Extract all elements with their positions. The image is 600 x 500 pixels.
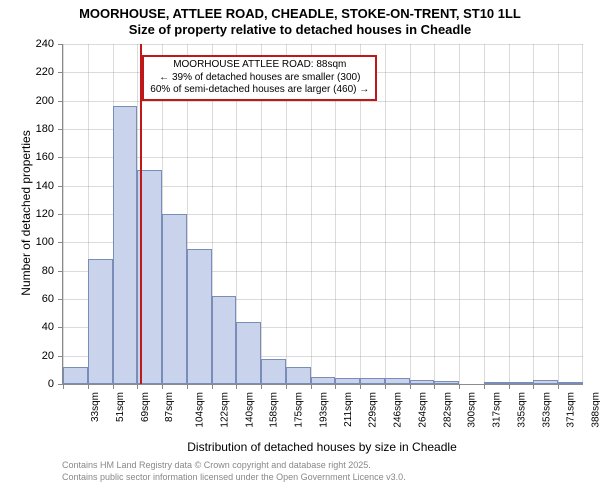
xtick-label: 229sqm [368,392,379,428]
xtick-label: 317sqm [492,392,503,428]
xtick-mark [558,384,559,389]
xtick-label: 335sqm [517,392,528,428]
xtick-mark [212,384,213,389]
title-block: MOORHOUSE, ATTLEE ROAD, CHEADLE, STOKE-O… [0,0,600,37]
gridline-v [509,44,510,384]
xtick-mark [533,384,534,389]
ytick-label: 40 [24,321,54,333]
ytick-label: 240 [24,38,54,50]
histogram-bar [113,106,138,384]
xtick-mark [261,384,262,389]
histogram-bar [187,249,212,384]
xtick-label: 371sqm [566,392,577,428]
histogram-bar [311,377,336,384]
histogram-bar [88,259,113,384]
xtick-label: 388sqm [591,392,600,428]
xtick-label: 104sqm [195,392,206,428]
xtick-mark [385,384,386,389]
xtick-label: 211sqm [342,392,353,427]
xtick-label: 33sqm [90,392,101,422]
annotation-box: MOORHOUSE ATTLEE ROAD: 88sqm← 39% of det… [142,55,377,101]
gridline-v [410,44,411,384]
ytick-label: 80 [24,265,54,277]
footer: Contains HM Land Registry data © Crown c… [62,460,406,483]
gridline-v [533,44,534,384]
xtick-label: 69sqm [140,392,151,422]
footer-line-1: Contains HM Land Registry data © Crown c… [62,460,406,472]
gridline-v [484,44,485,384]
xtick-mark [459,384,460,389]
title-line-1: MOORHOUSE, ATTLEE ROAD, CHEADLE, STOKE-O… [0,6,600,22]
xtick-mark [187,384,188,389]
xtick-mark [434,384,435,389]
histogram-bar [286,367,311,384]
xtick-label: 175sqm [294,392,305,428]
xtick-label: 140sqm [244,392,255,428]
annotation-line-3: 60% of semi-detached houses are larger (… [150,84,369,97]
histogram-bar [212,296,237,384]
xtick-mark [113,384,114,389]
xtick-mark [162,384,163,389]
xtick-label: 264sqm [417,392,428,428]
xtick-mark [335,384,336,389]
histogram-bar [335,378,360,384]
xtick-label: 353sqm [541,392,552,428]
histogram-bar [385,378,410,384]
xtick-mark [311,384,312,389]
xtick-mark [410,384,411,389]
gridline-v [558,44,559,384]
xtick-label: 246sqm [393,392,404,428]
histogram-bar [434,381,459,384]
xtick-mark [88,384,89,389]
chart-container: MOORHOUSE, ATTLEE ROAD, CHEADLE, STOKE-O… [0,0,600,500]
ytick-label: 120 [24,208,54,220]
ytick-label: 140 [24,180,54,192]
histogram-bar [261,359,286,385]
gridline-v [385,44,386,384]
xtick-label: 282sqm [442,392,453,428]
annotation-line-1: MOORHOUSE ATTLEE ROAD: 88sqm [150,59,369,72]
gridline-v [582,44,583,384]
gridline-v [63,44,64,384]
xtick-mark [286,384,287,389]
xtick-label: 300sqm [467,392,478,428]
ytick-label: 180 [24,123,54,135]
histogram-bar [162,214,187,384]
gridline-v [434,44,435,384]
histogram-bar [410,380,435,384]
footer-line-2: Contains public sector information licen… [62,472,406,484]
xtick-mark [509,384,510,389]
gridline-v [459,44,460,384]
histogram-bar [533,380,558,384]
x-axis-title: Distribution of detached houses by size … [62,440,582,454]
title-line-2: Size of property relative to detached ho… [0,22,600,38]
ytick-label: 0 [24,378,54,390]
histogram-bar [558,382,583,384]
histogram-bar [509,382,534,384]
xtick-mark [137,384,138,389]
xtick-mark [236,384,237,389]
xtick-label: 122sqm [219,392,230,428]
ytick-label: 200 [24,95,54,107]
xtick-label: 158sqm [269,392,280,428]
xtick-label: 51sqm [115,392,126,422]
ytick-label: 20 [24,350,54,362]
histogram-bar [63,367,88,384]
ytick-label: 160 [24,151,54,163]
ytick-label: 60 [24,293,54,305]
xtick-label: 193sqm [318,392,329,428]
xtick-label: 87sqm [164,392,175,422]
ytick-label: 220 [24,66,54,78]
xtick-mark [63,384,64,389]
histogram-bar [484,382,509,384]
histogram-bar [360,378,385,384]
gridline-h [63,384,583,385]
xtick-mark [484,384,485,389]
annotation-line-2: ← 39% of detached houses are smaller (30… [150,72,369,85]
xtick-mark [360,384,361,389]
ytick-label: 100 [24,236,54,248]
histogram-bar [236,322,261,384]
